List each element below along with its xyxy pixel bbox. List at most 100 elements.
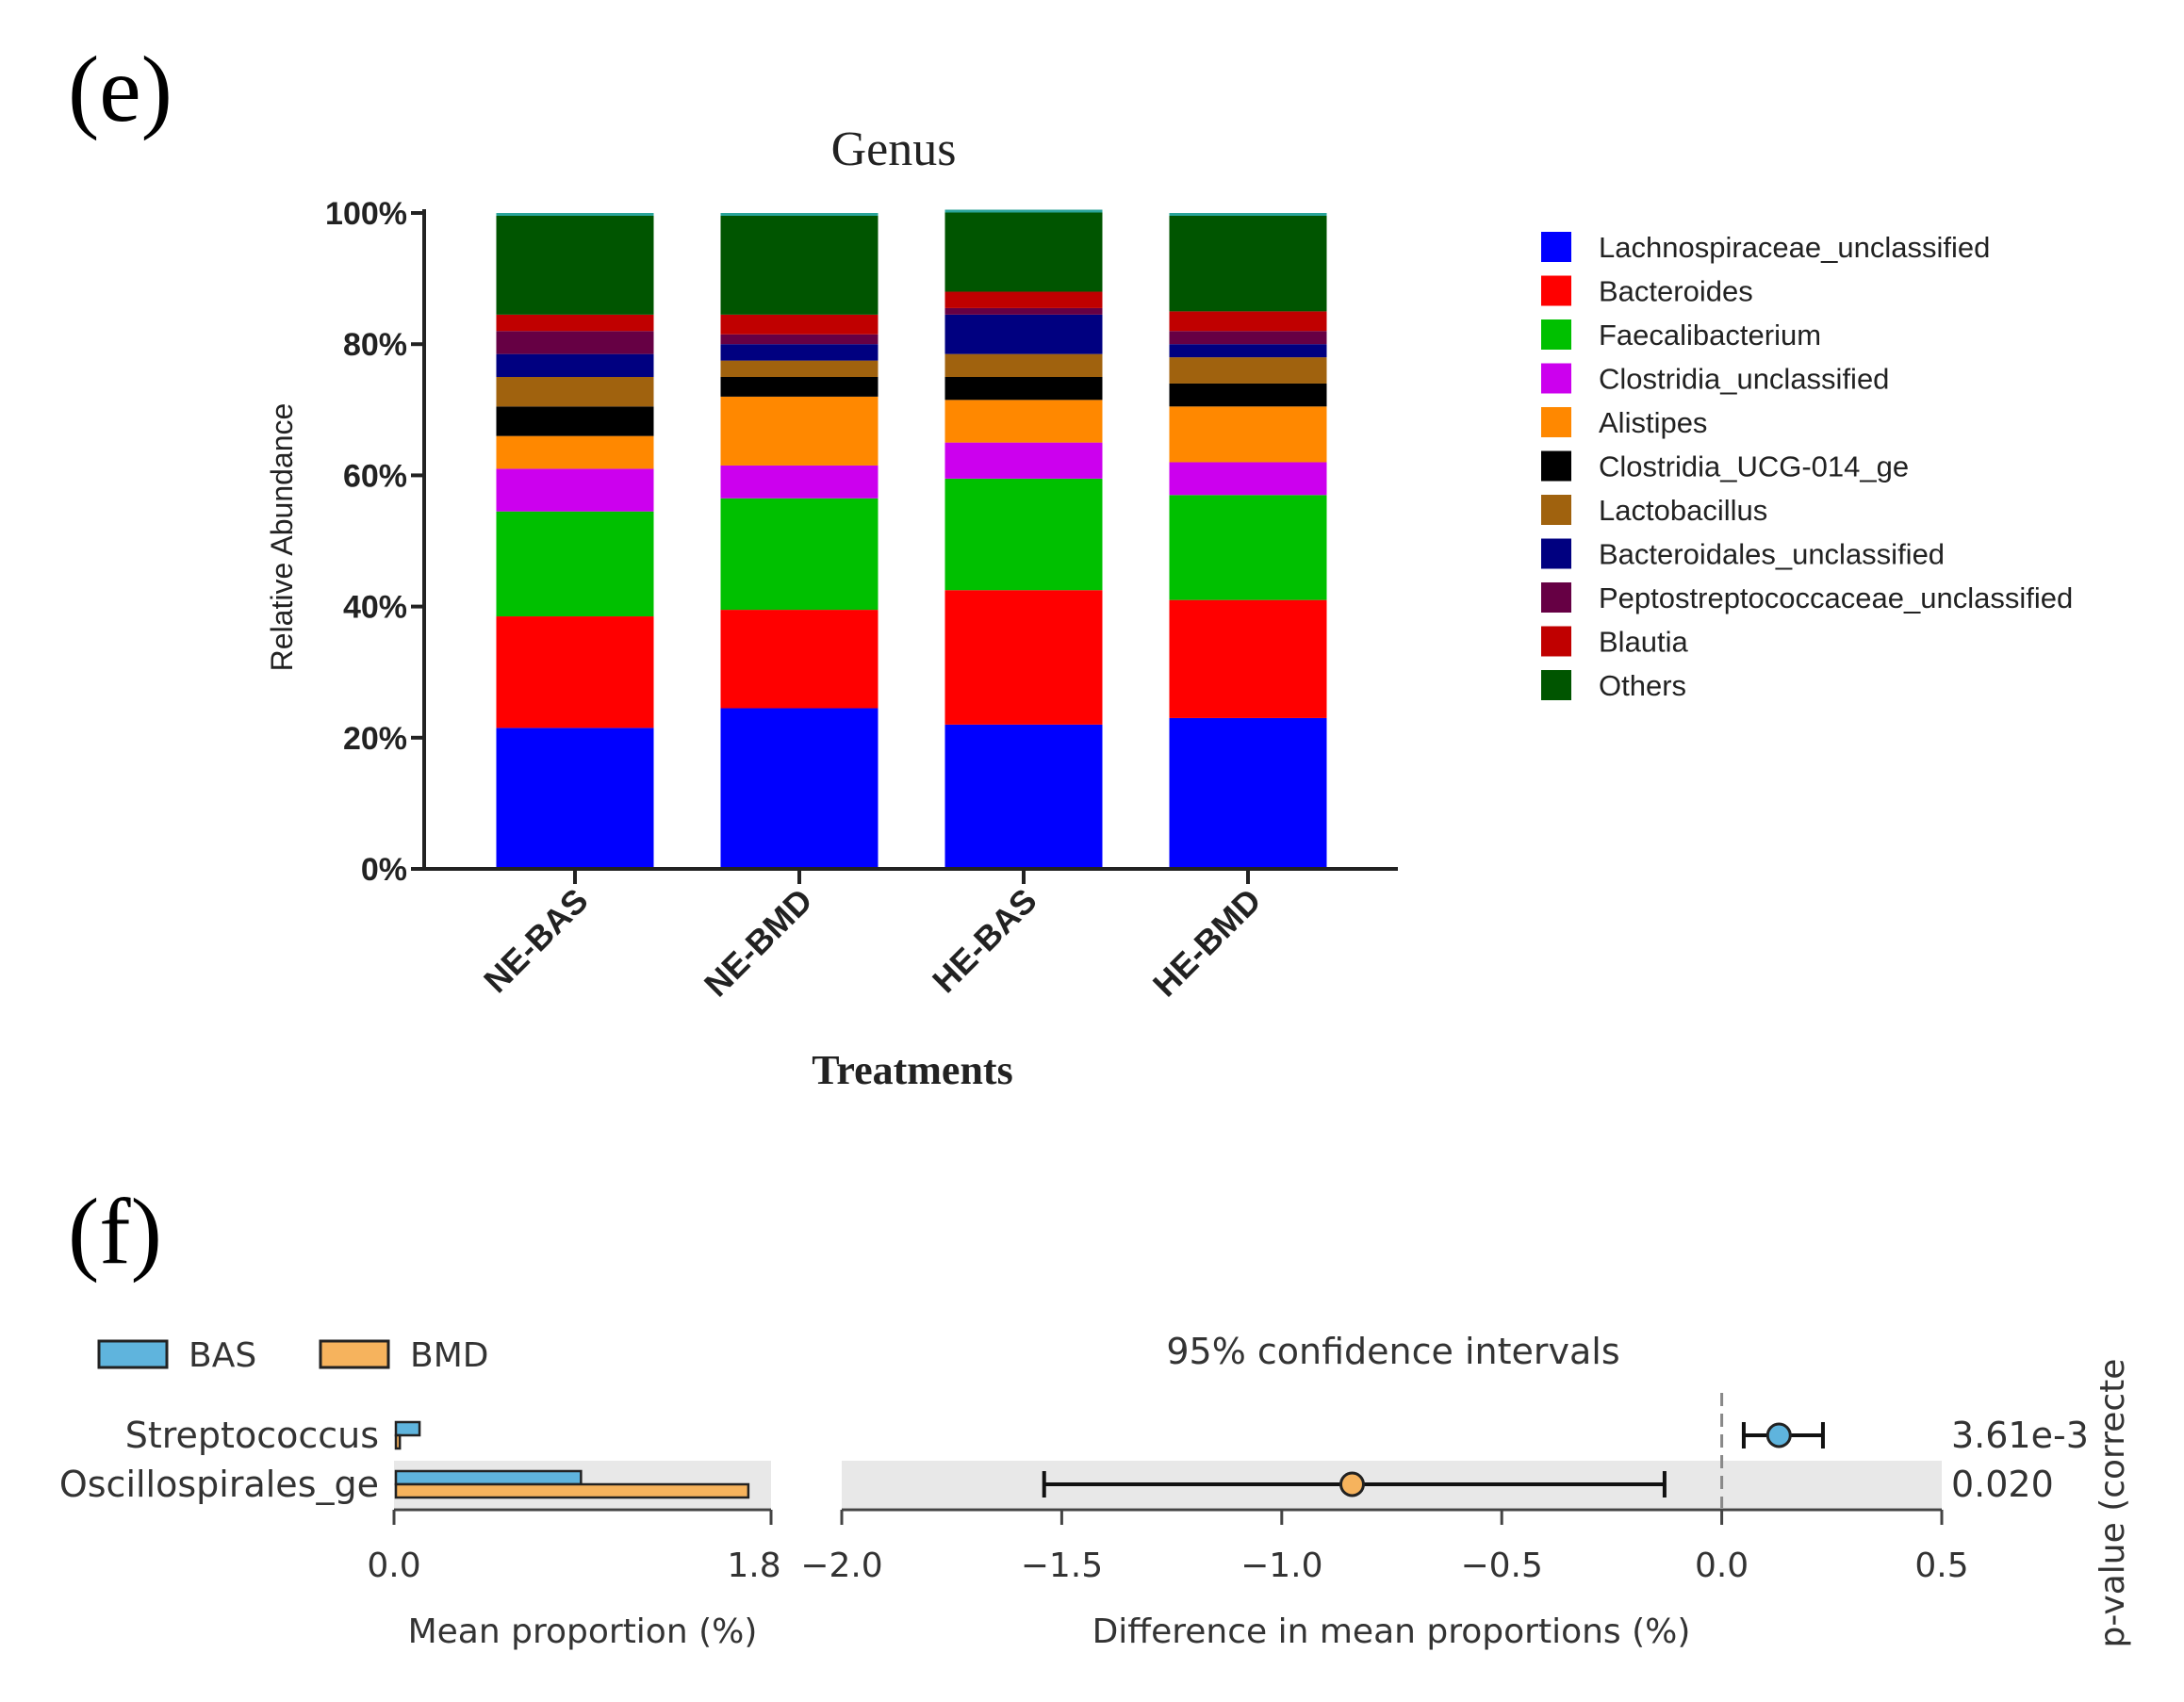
bar-segment xyxy=(1169,331,1327,345)
diff-axis-tick-label: −0.5 xyxy=(1460,1547,1542,1585)
p-value-axis-label: p-value (correcte xyxy=(2094,1359,2132,1648)
legend-swatch xyxy=(1541,670,1571,700)
bar-segment xyxy=(944,307,1103,315)
bar-segment xyxy=(1169,599,1327,718)
p-values: 3.61e-3 0.020 xyxy=(1951,1415,2089,1505)
legend-label: Lactobacillus xyxy=(1599,494,1767,527)
p-value: 3.61e-3 xyxy=(1951,1415,2089,1456)
bar-segment xyxy=(720,360,879,377)
bar-segment xyxy=(720,498,879,611)
row-label: Streptococcus xyxy=(125,1415,379,1456)
legend-label: Bacteroidales_unclassified xyxy=(1599,538,1945,571)
panel-e-label: (e) xyxy=(68,37,172,141)
legend-swatch xyxy=(1541,363,1571,394)
bar-segment xyxy=(944,291,1103,308)
bar-segment xyxy=(1169,406,1327,463)
legend-label: Clostridia_UCG-014_ge xyxy=(1599,450,1909,483)
bar-top-edge xyxy=(1169,213,1327,216)
legend-bas-label: BAS xyxy=(189,1336,256,1375)
bar-segment xyxy=(1169,311,1327,332)
bar-segment xyxy=(496,511,654,617)
legend-bmd-swatch xyxy=(319,1339,390,1369)
bar-segment xyxy=(496,213,654,315)
confidence-intervals xyxy=(1042,1422,1825,1497)
bar-segment xyxy=(496,728,654,869)
bar-segment xyxy=(720,610,879,709)
mean-bar xyxy=(394,1420,421,1437)
row-label: Oscillospirales_ge xyxy=(59,1464,379,1505)
bar-segment xyxy=(496,406,654,436)
difference-axis: Difference in mean proportions (%) −2.0 −… xyxy=(800,1508,1969,1651)
mean-axis-tick-label: 1.8 xyxy=(727,1547,780,1585)
y-tick-label: 0% xyxy=(361,852,407,888)
bar-segment xyxy=(1169,213,1327,312)
chart-e-bars xyxy=(496,209,1327,869)
ci-point xyxy=(1765,1422,1792,1448)
bar-segment xyxy=(720,465,879,499)
bar-top-edge xyxy=(720,213,879,216)
legend-label: Faecalibacterium xyxy=(1599,319,1821,352)
bar-segment xyxy=(1169,717,1327,869)
bar-segment xyxy=(944,400,1103,443)
bar-segment xyxy=(1169,344,1327,358)
diff-axis-tick-label: 0.5 xyxy=(1914,1547,1968,1585)
bar-segment xyxy=(496,377,654,407)
bar-segment xyxy=(720,708,879,869)
chart-e-x-label: Treatments xyxy=(812,1047,1012,1093)
chart-e-title: Genus xyxy=(831,123,957,176)
p-value: 0.020 xyxy=(1951,1464,2054,1505)
chart-e-y-ticks: 0% 20% 40% 60% 80% 100% xyxy=(325,196,424,888)
bar-segment xyxy=(720,213,879,315)
legend-label: Peptostreptococcaceae_unclassified xyxy=(1599,581,2073,614)
chart-e-axes xyxy=(422,209,1398,871)
mean-bar xyxy=(394,1469,583,1486)
bar-segment xyxy=(720,344,879,361)
legend-swatch xyxy=(1541,319,1571,350)
legend-label: Others xyxy=(1599,669,1686,702)
diff-axis-tick-label: −1.5 xyxy=(1021,1547,1103,1585)
bar-segment xyxy=(944,442,1103,479)
legend-bmd-label: BMD xyxy=(410,1336,488,1375)
mean-axis-label: Mean proportion (%) xyxy=(408,1612,758,1651)
bar-segment xyxy=(1169,383,1327,407)
chart-f-legend: BAS BMD xyxy=(97,1336,488,1375)
legend-swatch xyxy=(1541,582,1571,613)
diff-axis-label: Difference in mean proportions (%) xyxy=(1092,1612,1691,1651)
bar-segment xyxy=(496,314,654,332)
row-labels: Streptococcus Oscillospirales_ge xyxy=(59,1415,379,1505)
bar-segment xyxy=(944,314,1103,354)
bar-segment xyxy=(496,616,654,728)
legend-swatch xyxy=(1541,450,1571,482)
legend-swatch xyxy=(1541,538,1571,569)
legend-swatch xyxy=(1541,407,1571,437)
legend-swatch xyxy=(1541,275,1571,306)
bar-segment xyxy=(496,331,654,354)
bar-segment xyxy=(720,396,879,466)
diff-axis-tick-label: −2.0 xyxy=(800,1547,882,1585)
chart-e-y-label: Relative Abundance xyxy=(265,403,299,672)
bar-top-edge xyxy=(496,213,654,216)
legend-label: Bacteroides xyxy=(1599,275,1753,308)
bar-segment xyxy=(944,724,1103,869)
bar-segment xyxy=(496,468,654,512)
y-tick-label: 100% xyxy=(325,196,407,232)
bar-segment xyxy=(496,353,654,377)
panel-f-label: (f) xyxy=(68,1179,162,1284)
ci-point xyxy=(1338,1471,1365,1497)
mean-axis-tick-label: 0.0 xyxy=(367,1547,420,1585)
bar-segment xyxy=(1169,462,1327,496)
y-tick-label: 40% xyxy=(343,590,407,626)
legend-label: Blautia xyxy=(1599,626,1689,659)
bar-segment xyxy=(720,314,879,335)
bar-segment xyxy=(720,334,879,345)
bar-segment xyxy=(944,353,1103,377)
y-tick-label: 80% xyxy=(343,327,407,363)
diff-axis-tick-label: 0.0 xyxy=(1695,1547,1749,1585)
bar-segment xyxy=(944,590,1103,725)
legend-label: Lachnospiraceae_unclassified xyxy=(1599,231,1990,264)
bar-segment xyxy=(944,478,1103,591)
y-tick-label: 20% xyxy=(343,721,407,757)
bar-segment xyxy=(1169,495,1327,600)
bar-segment xyxy=(944,377,1103,401)
